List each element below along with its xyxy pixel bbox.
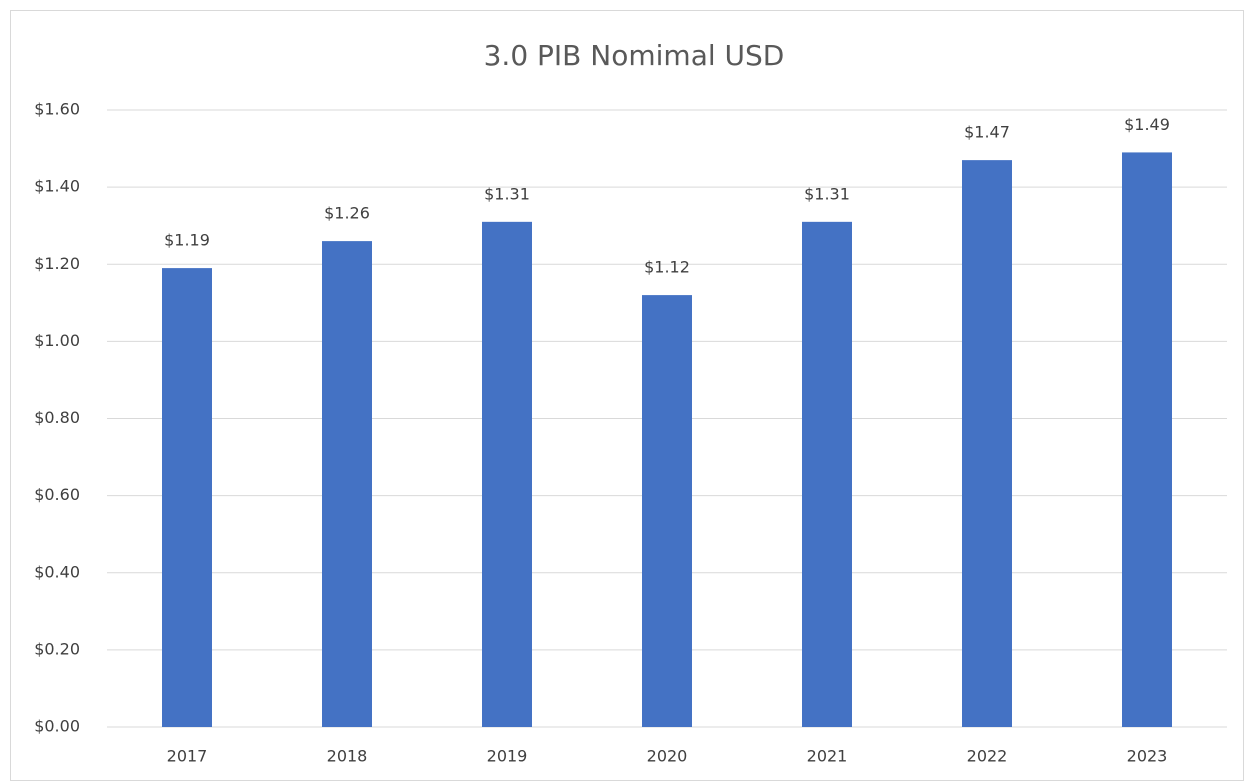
chart-border [10,10,1244,781]
y-tick-label: $1.60 [34,100,80,119]
x-tick-label: 2017 [167,747,208,766]
bar [642,295,692,727]
x-tick-label: 2019 [487,747,528,766]
chart-title: 3.0 PIB Nomimal USD [484,39,785,72]
bar [482,221,532,728]
x-tick-label: 2021 [807,747,848,766]
data-label: $1.19 [164,231,210,250]
x-tick-label: 2018 [327,747,368,766]
x-tick-label: 2020 [647,747,688,766]
bar [322,241,372,728]
bar [802,221,852,728]
data-label: $1.12 [644,258,690,277]
y-tick-label: $0.60 [34,485,80,504]
y-tick-label: $0.20 [34,639,80,658]
data-label: $1.31 [804,184,850,203]
x-tick-label: 2023 [1127,747,1168,766]
y-tick-label: $1.20 [34,254,80,273]
bar [162,268,212,727]
y-tick-label: $0.80 [34,408,80,427]
bar [962,160,1012,728]
data-label: $1.49 [1124,115,1170,134]
data-label: $1.47 [964,123,1010,142]
y-tick-label: $0.40 [34,562,80,581]
bar [1122,152,1172,727]
y-tick-label: $1.00 [34,331,80,350]
data-label: $1.26 [324,204,370,223]
x-tick-label: 2022 [967,747,1008,766]
y-tick-label: $1.40 [34,177,80,196]
data-label: $1.31 [484,184,530,203]
y-tick-label: $0.00 [34,717,80,736]
